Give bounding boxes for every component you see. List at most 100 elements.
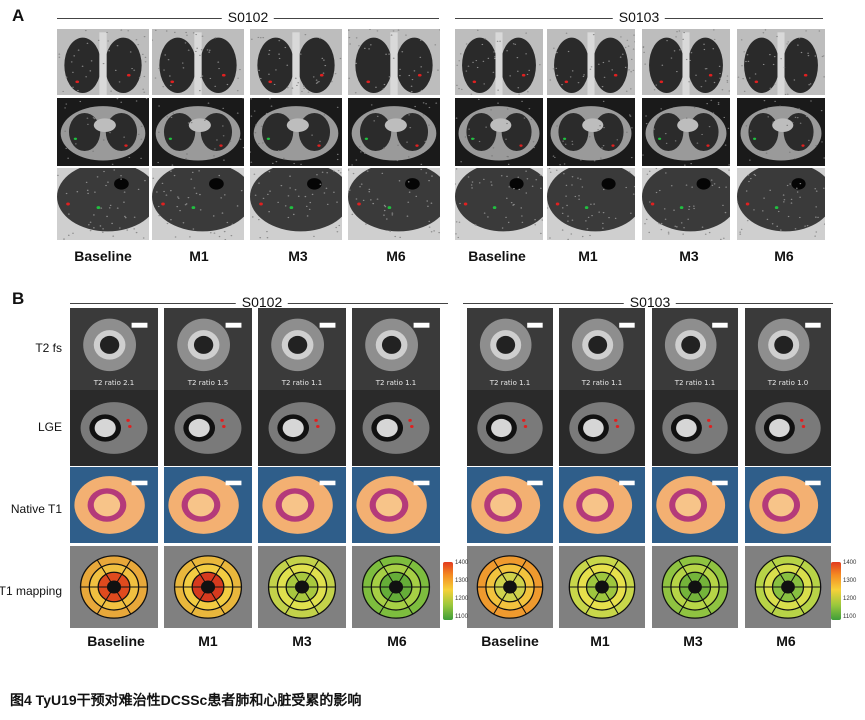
panel-b-tp-m6-s0102: M6	[387, 633, 407, 649]
mri-native-t1-image	[652, 467, 738, 543]
mri-lge-image	[352, 390, 440, 466]
panel-a-tp-baseline-s0103: Baseline	[468, 248, 526, 264]
scale-tick: 1200	[843, 596, 857, 602]
scale-tick: 1100	[455, 614, 468, 620]
ct-axial-image	[547, 98, 635, 166]
panel-a-patient-s0102: S0102	[221, 9, 275, 25]
mri-native-t1-image	[559, 467, 645, 543]
mri-native-t1-image	[258, 467, 346, 543]
ct-zoom-image	[152, 168, 244, 240]
t2-ratio-label: T2 ratio 1.1	[674, 379, 716, 387]
mri-t2fs-image: T2 ratio 1.5	[164, 308, 252, 390]
scale-tick: 1100	[843, 614, 856, 620]
mri-lge-image	[559, 390, 645, 466]
panel-b-tp-m1-s0103: M1	[590, 633, 610, 649]
panel-b-tp-m6-s0103: M6	[776, 633, 796, 649]
t2-ratio-label: T2 ratio 1.1	[375, 379, 417, 387]
mri-t2fs-image: T2 ratio 1.1	[258, 308, 346, 390]
panel-b-tp-m1-s0102: M1	[198, 633, 218, 649]
row-label-t2fs: T2 fs	[35, 341, 62, 355]
t1-mapping-bullseye	[467, 546, 553, 628]
panel-b-tp-baseline-s0103: Baseline	[481, 633, 539, 649]
row-label-lge: LGE	[37, 420, 62, 434]
mri-t2fs-image: T2 ratio 1.1	[467, 308, 553, 390]
mri-native-t1-image	[352, 467, 440, 543]
ct-zoom-image	[547, 168, 635, 240]
panel-a-tp-m1-s0103: M1	[578, 248, 598, 264]
scale-tick: 1300	[455, 578, 469, 584]
ct-axial-image	[642, 98, 730, 166]
scale-tick: 1300	[843, 578, 857, 584]
panel-b-patient-s0103: S0103	[623, 294, 677, 310]
mri-t2fs-image: T2 ratio 1.1	[559, 308, 645, 390]
ct-axial-image	[152, 98, 244, 166]
row-label-t1-mapping: T1 mapping	[0, 584, 62, 598]
mri-lge-image	[745, 390, 831, 466]
panel-a-tp-m6-s0103: M6	[774, 248, 794, 264]
mri-lge-image	[164, 390, 252, 466]
mri-lge-image	[70, 390, 158, 466]
mri-t2fs-image: T2 ratio 1.1	[652, 308, 738, 390]
ct-zoom-image	[250, 168, 342, 240]
ct-axial-image	[737, 98, 825, 166]
ct-zoom-image	[737, 168, 825, 240]
ct-zoom-image	[642, 168, 730, 240]
panel-a-tp-m6-s0102: M6	[386, 248, 406, 264]
ct-axial-image	[250, 98, 342, 166]
t2-ratio-label: T2 ratio 2.1	[93, 379, 135, 387]
ct-coronal-image	[250, 29, 342, 95]
panel-b-tp-baseline-s0102: Baseline	[87, 633, 145, 649]
t2-ratio-label: T2 ratio 1.1	[489, 379, 531, 387]
t2-ratio-label: T2 ratio 1.0	[767, 379, 809, 387]
t1-mapping-bullseye	[70, 546, 158, 628]
scale-tick: 1200	[455, 596, 469, 602]
panel-a-tp-m3-s0102: M3	[288, 248, 308, 264]
mri-lge-image	[467, 390, 553, 466]
t2-ratio-label: T2 ratio 1.1	[581, 379, 623, 387]
ct-zoom-image	[348, 168, 440, 240]
panel-a-patient-s0103: S0103	[612, 9, 666, 25]
ct-axial-image	[57, 98, 149, 166]
panel-b-letter: B	[12, 289, 25, 308]
panel-a-tp-m3-s0103: M3	[679, 248, 699, 264]
mri-lge-image	[652, 390, 738, 466]
t1-mapping-bullseye	[258, 546, 346, 628]
ct-coronal-image	[642, 29, 730, 95]
ct-coronal-image	[455, 29, 543, 95]
ct-axial-image	[348, 98, 440, 166]
mri-lge-image	[258, 390, 346, 466]
panel-b-tp-m3-s0103: M3	[683, 633, 703, 649]
t1-mapping-bullseye	[652, 546, 738, 628]
ct-coronal-image	[547, 29, 635, 95]
mri-t2fs-image: T2 ratio 2.1	[70, 308, 158, 390]
t1-mapping-bullseye	[559, 546, 645, 628]
panel-b-tp-m3-s0102: M3	[292, 633, 312, 649]
figure-caption: 图4 TyU19干预对难治性DCSSc患者肺和心脏受累的影响	[10, 692, 362, 708]
panel-a-letter: A	[12, 6, 25, 25]
mri-t2fs-image: T2 ratio 1.0	[745, 308, 831, 390]
scale-tick: 1400	[455, 560, 469, 566]
t1-mapping-bullseye	[352, 546, 440, 628]
t1-mapping-bullseye	[745, 546, 831, 628]
ct-coronal-image	[57, 29, 149, 95]
mri-native-t1-image	[164, 467, 252, 543]
panel-a-tp-baseline-s0102: Baseline	[74, 248, 132, 264]
mri-t2fs-image: T2 ratio 1.1	[352, 308, 440, 390]
scale-tick: 1400	[843, 560, 857, 566]
row-label-native-t1: Native T1	[10, 502, 62, 516]
t2-ratio-label: T2 ratio 1.5	[187, 379, 229, 387]
mri-native-t1-image	[70, 467, 158, 543]
ct-axial-image	[455, 98, 543, 166]
ct-zoom-image	[455, 168, 543, 240]
mri-native-t1-image	[467, 467, 553, 543]
ct-coronal-image	[348, 29, 440, 95]
ct-zoom-image	[57, 168, 149, 240]
mri-native-t1-image	[745, 467, 831, 543]
t1-color-scale-s0102	[443, 562, 453, 620]
panel-a-tp-m1-s0102: M1	[189, 248, 209, 264]
t1-color-scale-s0103	[831, 562, 841, 620]
t2-ratio-label: T2 ratio 1.1	[281, 379, 323, 387]
panel-b-patient-s0102: S0102	[235, 294, 289, 310]
ct-coronal-image	[737, 29, 825, 95]
ct-coronal-image	[152, 29, 244, 95]
